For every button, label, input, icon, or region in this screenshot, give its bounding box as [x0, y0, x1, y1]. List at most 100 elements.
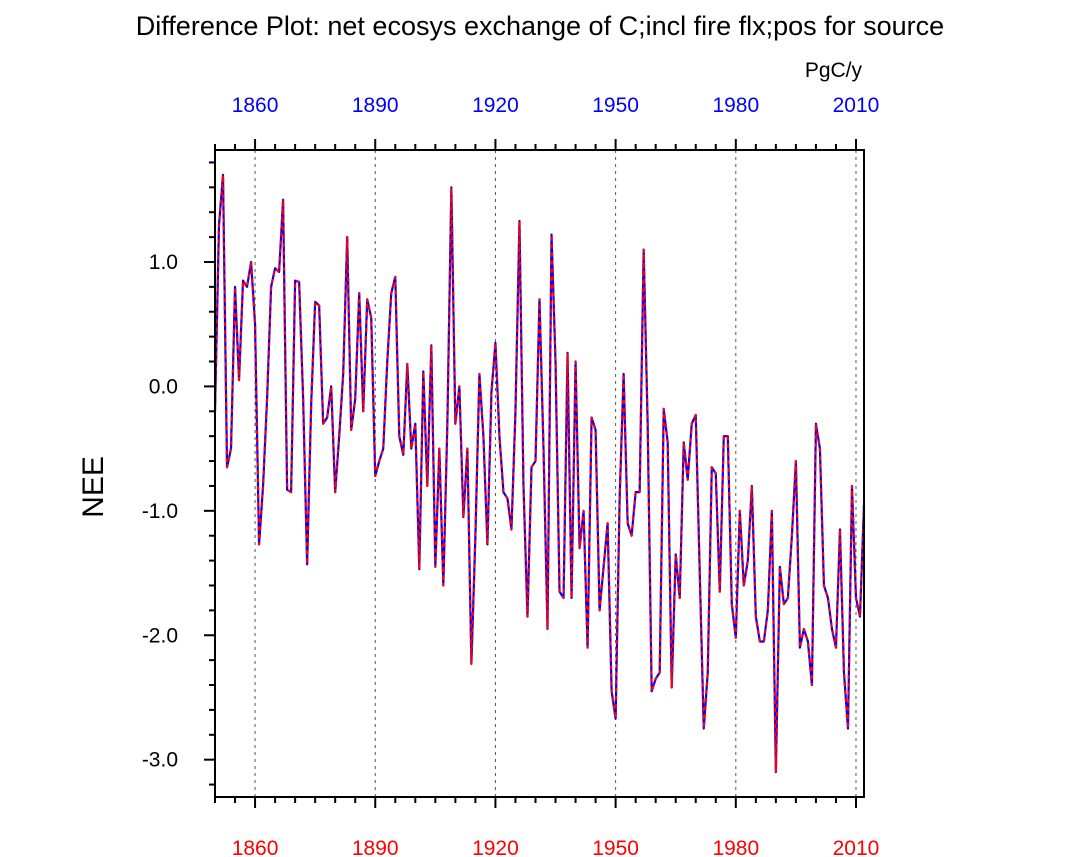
- data-point: [306, 563, 308, 565]
- data-point: [554, 360, 556, 362]
- data-point: [771, 510, 773, 512]
- data-point: [266, 398, 268, 400]
- y-tick-label: 1.0: [149, 251, 178, 274]
- data-point: [374, 475, 376, 477]
- data-point: [803, 628, 805, 630]
- data-point: [338, 435, 340, 437]
- data-point: [646, 423, 648, 425]
- x-tick-label-top: 1950: [592, 94, 639, 117]
- series-line-red: [213, 173, 866, 774]
- label-layer: 1.0 0.0 -1.0 -2.0 -3.0 1860 1860 1890 1890 1920 19…: [142, 94, 880, 857]
- data-point: [462, 516, 464, 518]
- data-point: [426, 485, 428, 487]
- data-point: [422, 370, 424, 372]
- data-point: [394, 276, 396, 278]
- data-point: [839, 528, 841, 530]
- data-point: [835, 646, 837, 648]
- data-point: [526, 615, 528, 617]
- data-point: [490, 391, 492, 393]
- data-point: [610, 690, 612, 692]
- data-point: [270, 286, 272, 288]
- data-point: [358, 292, 360, 294]
- data-point: [494, 342, 496, 344]
- data-point: [715, 472, 717, 474]
- data-point: [278, 271, 280, 273]
- data-point: [590, 416, 592, 418]
- data-point: [711, 466, 713, 468]
- data-point: [691, 423, 693, 425]
- data-point: [502, 491, 504, 493]
- data-point: [434, 566, 436, 568]
- data-point: [470, 663, 472, 665]
- data-point: [598, 609, 600, 611]
- data-point: [638, 491, 640, 493]
- x-tick-label-bottom: 1950: [592, 837, 639, 857]
- data-point: [630, 535, 632, 537]
- data-point: [506, 497, 508, 499]
- data-point: [510, 528, 512, 530]
- x-tick-label-bottom: 2010: [833, 837, 880, 857]
- data-point: [642, 248, 644, 250]
- data-point: [851, 485, 853, 487]
- chart-title: Difference Plot: net ecosys exchange of …: [136, 11, 944, 41]
- data-point: [326, 416, 328, 418]
- series-layer: [213, 173, 866, 774]
- data-point: [446, 423, 448, 425]
- data-point: [719, 591, 721, 593]
- y-tick-label: 0.0: [149, 375, 178, 398]
- data-point: [626, 522, 628, 524]
- data-point: [250, 261, 252, 263]
- data-point: [767, 609, 769, 611]
- data-point: [695, 414, 697, 416]
- data-point: [550, 233, 552, 235]
- data-point: [294, 279, 296, 281]
- data-point: [242, 279, 244, 281]
- data-point: [827, 597, 829, 599]
- y-tick-label: -1.0: [142, 500, 178, 523]
- data-point: [779, 566, 781, 568]
- data-point: [542, 447, 544, 449]
- data-point: [671, 686, 673, 688]
- data-point: [378, 460, 380, 462]
- data-point: [346, 236, 348, 238]
- data-point: [454, 423, 456, 425]
- data-point: [675, 553, 677, 555]
- data-point: [238, 379, 240, 381]
- data-point: [807, 640, 809, 642]
- data-point: [370, 317, 372, 319]
- data-point: [662, 408, 664, 410]
- data-point: [614, 717, 616, 719]
- data-point: [402, 454, 404, 456]
- data-point: [570, 597, 572, 599]
- data-point: [763, 640, 765, 642]
- data-point: [667, 441, 669, 443]
- data-point: [390, 292, 392, 294]
- data-point: [406, 363, 408, 365]
- data-point: [302, 398, 304, 400]
- data-point: [847, 727, 849, 729]
- y-tick-label: -2.0: [142, 624, 178, 647]
- data-point: [787, 597, 789, 599]
- data-point: [534, 460, 536, 462]
- data-point: [618, 497, 620, 499]
- data-point: [831, 628, 833, 630]
- data-point: [538, 298, 540, 300]
- series-line-blue: [213, 173, 866, 774]
- tick-layer: [204, 139, 857, 808]
- data-point: [322, 423, 324, 425]
- data-point: [514, 410, 516, 412]
- data-point: [751, 485, 753, 487]
- data-point: [410, 447, 412, 449]
- x-tick-label-top: 1860: [232, 94, 279, 117]
- data-point: [859, 615, 861, 617]
- data-point: [578, 547, 580, 549]
- data-point: [486, 543, 488, 545]
- data-point: [743, 584, 745, 586]
- data-point: [735, 637, 737, 639]
- data-point: [530, 466, 532, 468]
- plot-frame: [214, 149, 865, 798]
- data-point: [731, 603, 733, 605]
- data-point: [246, 286, 248, 288]
- data-point: [258, 543, 260, 545]
